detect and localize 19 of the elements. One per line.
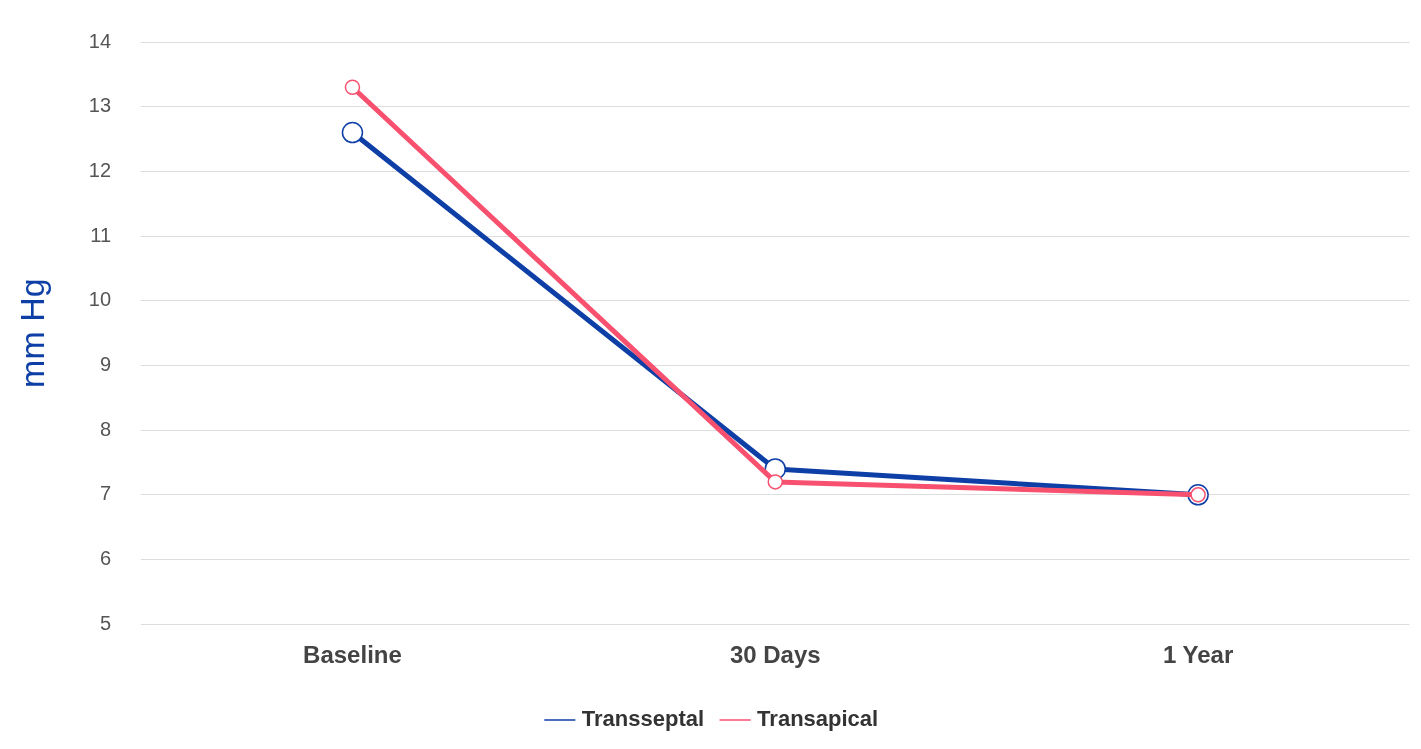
y-tick-label: 10 bbox=[88, 288, 112, 311]
y-tick-label: 12 bbox=[88, 158, 112, 181]
y-axis-title: mm Hg bbox=[12, 278, 51, 388]
x-tick-label: 30 Days bbox=[729, 641, 821, 669]
y-tick-label: 6 bbox=[99, 547, 112, 570]
y-tick-label: 9 bbox=[99, 352, 112, 375]
x-tick-label: 1 Year bbox=[1162, 641, 1234, 669]
y-tick-label: 5 bbox=[99, 611, 112, 634]
y-tick-label: 8 bbox=[99, 417, 112, 440]
legend-label: Transseptal bbox=[581, 706, 705, 732]
y-tick-label: 14 bbox=[88, 29, 112, 52]
point bbox=[341, 121, 364, 144]
y-tick-label: 13 bbox=[88, 94, 112, 117]
point bbox=[344, 79, 361, 96]
y-tick-label: 11 bbox=[90, 223, 112, 246]
point bbox=[767, 474, 784, 490]
y-tick-label: 7 bbox=[99, 482, 112, 505]
legend-label: Transapical bbox=[757, 706, 879, 732]
x-tick-label: Baseline bbox=[303, 641, 402, 669]
